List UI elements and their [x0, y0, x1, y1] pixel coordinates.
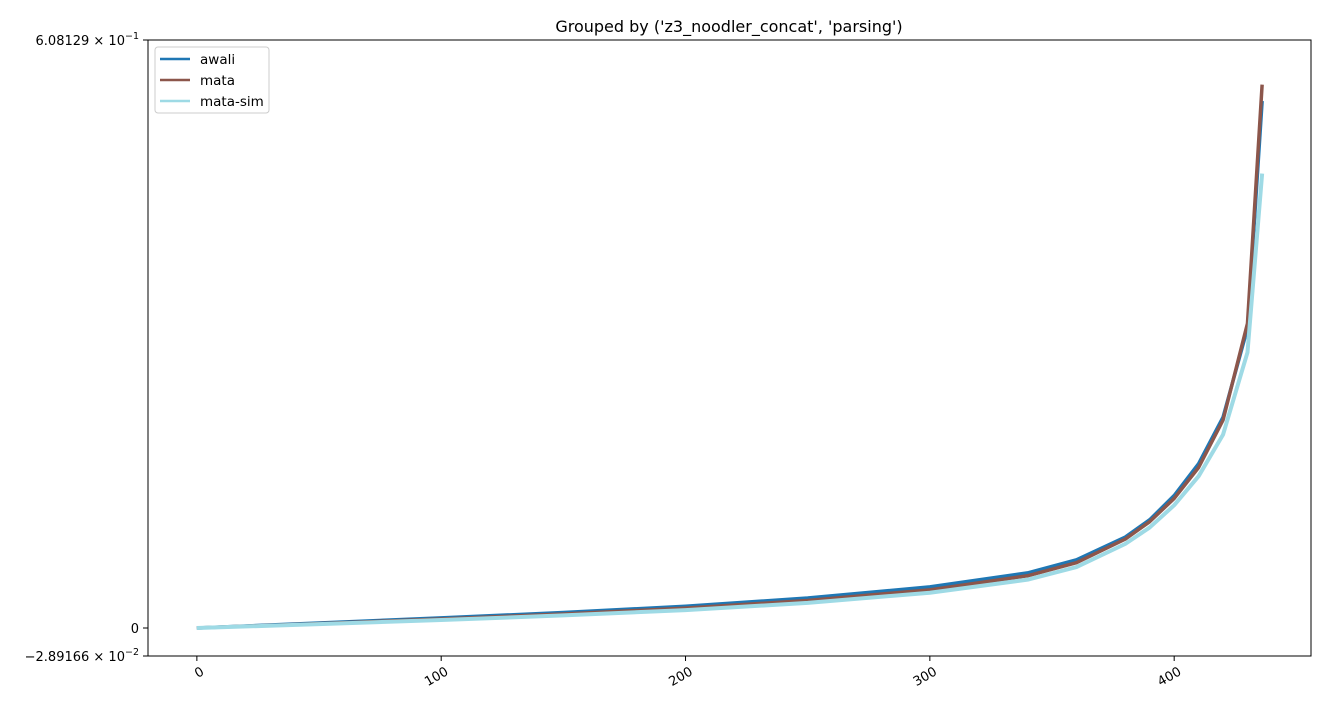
series-group — [196, 84, 1265, 630]
chart-title: Grouped by ('z3_noodler_concat', 'parsin… — [555, 17, 902, 37]
x-tick-label-400: 400 — [1155, 664, 1184, 689]
y-tick-label-0: 6.08129 × 10−1 — [36, 31, 139, 49]
x-tick-label-0: 0 — [192, 664, 207, 681]
x-tick-label-200: 200 — [667, 664, 696, 689]
y-tick-label-1: 0 — [131, 622, 139, 637]
legend-box — [154, 46, 270, 114]
legend-label-mata: mata — [200, 73, 235, 89]
x-tick-label-300: 300 — [911, 664, 940, 689]
y-axis: 6.08129 × 10−1 0 −2.89166 × 10−2 — [25, 31, 148, 665]
series-line-mata-sim — [196, 173, 1265, 630]
plot-frame — [147, 39, 1312, 657]
y-tick-label-2: −2.89166 × 10−2 — [25, 647, 139, 665]
legend-label-mata-sim: mata-sim — [200, 94, 264, 110]
x-tick-label-100: 100 — [422, 664, 451, 689]
legend-label-awali: awali — [200, 52, 235, 68]
x-axis: 0 100 200 300 400 — [192, 656, 1184, 690]
legend: awali mata mata-sim — [154, 46, 270, 114]
